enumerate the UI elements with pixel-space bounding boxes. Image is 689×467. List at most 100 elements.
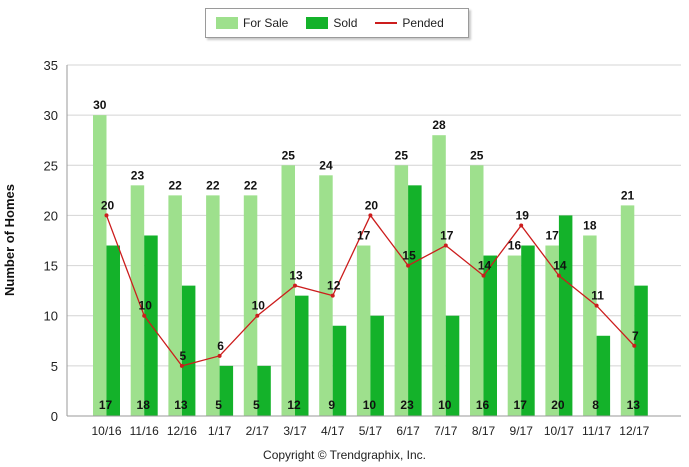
sold-data-label: 5 <box>253 398 260 412</box>
for-sale-bar <box>470 165 484 416</box>
pended-data-label: 17 <box>440 229 454 243</box>
legend-label-pended: Pended <box>402 16 444 30</box>
for-sale-data-label: 22 <box>244 178 258 192</box>
y-axis-label: Number of Homes <box>2 184 17 296</box>
x-tick-label: 11/17 <box>582 424 611 438</box>
x-tick-label: 1/17 <box>208 424 232 438</box>
sold-bar <box>521 245 535 416</box>
for-sale-data-label: 25 <box>395 148 409 162</box>
for-sale-data-label: 21 <box>621 188 635 202</box>
sold-bar <box>219 365 234 416</box>
x-tick-label: 5/17 <box>359 424 383 438</box>
sold-data-label: 23 <box>400 398 414 412</box>
for-sale-data-label: 30 <box>93 98 107 112</box>
for-sale-data-label: 25 <box>470 148 484 162</box>
sold-data-label: 17 <box>99 398 113 412</box>
pended-data-label: 11 <box>591 289 604 303</box>
pended-data-label: 13 <box>289 269 303 283</box>
for-sale-swatch <box>216 17 238 29</box>
sold-bar <box>408 185 422 416</box>
sold-data-label: 9 <box>328 398 335 412</box>
legend-label-for-sale: For Sale <box>243 16 289 30</box>
sold-data-label: 12 <box>287 398 301 412</box>
sold-data-label: 16 <box>476 398 490 412</box>
pended-data-label: 20 <box>365 198 379 212</box>
pended-point <box>556 273 561 278</box>
for-sale-bar <box>206 195 220 416</box>
bar-series <box>93 115 648 417</box>
sold-bar <box>445 315 460 416</box>
for-sale-data-label: 17 <box>545 229 559 243</box>
for-sale-data-label: 18 <box>583 218 597 232</box>
pended-data-label: 15 <box>402 249 416 263</box>
y-tick-label: 5 <box>51 359 58 374</box>
for-sale-data-label: 23 <box>131 168 145 182</box>
y-tick-label: 0 <box>51 409 58 424</box>
for-sale-bar <box>243 195 258 416</box>
legend-item-pended[interactable]: Pended <box>375 16 444 30</box>
for-sale-bar <box>545 245 559 416</box>
for-sale-bar <box>394 165 409 416</box>
pended-data-label: 12 <box>327 279 341 293</box>
pended-point <box>293 283 297 288</box>
x-tick-label: 10/16 <box>91 424 121 438</box>
for-sale-bar <box>620 205 635 416</box>
for-sale-data-label: 28 <box>432 118 446 132</box>
pended-point <box>406 263 411 268</box>
x-tick-label: 6/17 <box>396 424 420 438</box>
for-sale-data-label: 16 <box>508 239 522 253</box>
for-sale-data-label: 22 <box>168 178 182 192</box>
pended-point <box>255 313 260 318</box>
pended-data-label: 20 <box>101 198 115 212</box>
legend-item-sold[interactable]: Sold <box>306 16 357 30</box>
pended-point <box>481 273 486 278</box>
x-tick-label: 10/17 <box>544 424 574 438</box>
for-sale-bar <box>432 135 446 416</box>
for-sale-bar <box>356 245 371 416</box>
for-sale-bar <box>319 175 333 416</box>
pended-data-label: 7 <box>632 329 639 343</box>
x-tick-label: 9/17 <box>510 424 534 438</box>
axes: 0 5 10 15 20 25 30 35 10/16 11/16 12/16 1/17 2/17 3/1… <box>44 58 681 438</box>
sold-bar <box>596 335 611 416</box>
pended-point <box>443 243 448 248</box>
x-tick-label: 11/16 <box>130 424 159 438</box>
for-sale-data-label: 22 <box>206 178 220 192</box>
x-tick-label: 4/17 <box>321 424 345 438</box>
for-sale-bar <box>583 235 597 416</box>
sold-data-label: 17 <box>514 398 528 412</box>
pended-point <box>217 353 222 358</box>
sold-swatch <box>306 17 329 29</box>
for-sale-data-label: 17 <box>357 229 371 243</box>
pended-data-label: 6 <box>217 339 224 353</box>
x-tick-label: 12/16 <box>167 424 197 438</box>
sold-data-label: 13 <box>174 398 188 412</box>
x-tick-label: 3/17 <box>283 424 307 438</box>
sold-data-label: 8 <box>592 398 599 412</box>
pended-point <box>519 223 524 228</box>
legend-item-for-sale[interactable]: For Sale <box>216 16 288 30</box>
sold-bar <box>634 285 648 416</box>
sold-data-label: 18 <box>137 398 151 412</box>
sold-bar <box>370 315 384 416</box>
for-sale-bar <box>507 255 522 416</box>
y-tick-label: 25 <box>44 158 58 173</box>
sold-data-label: 10 <box>363 398 377 412</box>
pended-data-label: 14 <box>553 259 567 273</box>
y-tick-label: 15 <box>44 259 58 274</box>
legend-label-sold: Sold <box>333 16 358 30</box>
x-tick-label: 7/17 <box>434 424 458 438</box>
copyright-text: Copyright © Trendgraphix, Inc. <box>263 448 426 462</box>
pended-point <box>368 213 373 218</box>
y-tick-label: 30 <box>44 108 58 123</box>
pended-swatch <box>375 22 398 24</box>
x-tick-label: 12/17 <box>619 424 649 438</box>
pended-data-label: 19 <box>516 208 530 222</box>
sold-data-label: 13 <box>627 398 641 412</box>
pended-data-label: 10 <box>139 299 153 313</box>
for-sale-data-label: 25 <box>282 148 296 162</box>
x-tick-label: 8/17 <box>472 424 496 438</box>
for-sale-bar <box>130 185 145 416</box>
y-tick-label: 10 <box>44 309 58 324</box>
